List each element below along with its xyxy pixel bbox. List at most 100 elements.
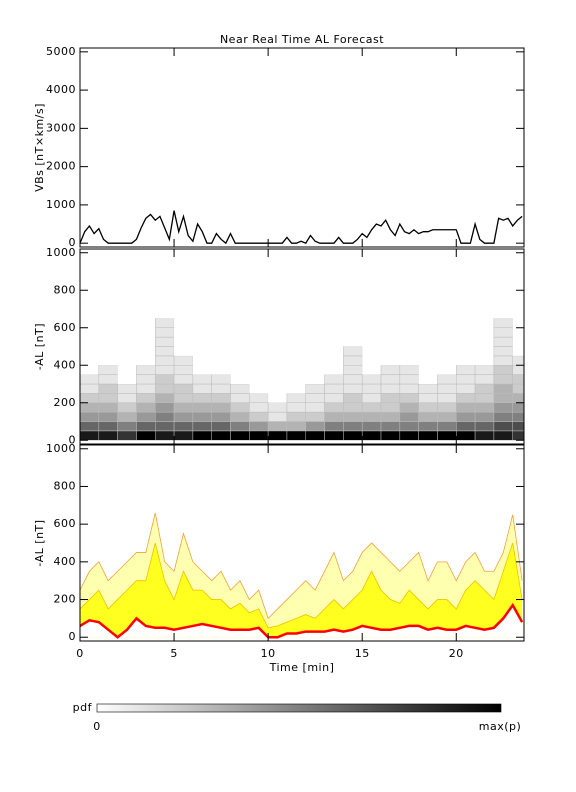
pdf-cell [173,355,194,366]
pdf-cell [286,402,307,413]
pdf-cell [512,393,524,403]
y-tick-label: 1000 [46,198,76,211]
pdf-cell [456,327,476,338]
data-line [80,210,523,245]
pdf-cell [343,309,363,319]
pdf-cell [493,355,513,366]
pdf-cell [80,365,99,375]
pdf-cell [249,384,269,394]
pdf-cell [268,355,287,366]
pdf-cell [192,411,212,422]
pdf-cell [80,327,99,338]
pdf-cell [512,337,524,347]
pdf-cell [305,393,325,403]
pdf-cell [512,309,524,319]
pdf-cell [173,393,194,403]
pdf-cell [249,393,269,403]
pdf-cell [98,309,118,319]
colorbar-max-label: max(p) [479,720,522,733]
pdf-cell [155,383,175,394]
pdf-cell [305,309,325,319]
pdf-cell [211,346,231,356]
pdf-cell [493,346,513,357]
y-tick-label: 800 [54,479,77,492]
pdf-cell [493,365,513,375]
y-axis-label: -AL [nT] [33,519,46,566]
pdf-cell [512,411,524,422]
pdf-cell [249,402,269,413]
band-area [80,605,523,638]
pdf-cell [456,383,476,394]
x-tick-label: 5 [170,647,178,660]
pdf-cell [475,309,494,319]
plot-frame [79,444,525,642]
pdf-cell [136,337,156,347]
pdf-cell [98,374,118,385]
pdf-cell [380,374,401,385]
pdf-cell [305,383,325,394]
pdf-cell [324,327,344,338]
pdf-cell [192,393,212,403]
pdf-cell [305,421,325,432]
pdf-cell [512,327,524,338]
pdf-cell [343,383,363,394]
pdf-cell [211,383,231,394]
pdf-cell [286,309,306,319]
pdf-cell [399,421,419,432]
pdf-cell [117,327,137,338]
pdf-cell [493,309,513,319]
pdf-cell [475,318,494,328]
pdf-cell [474,411,495,422]
pdf-cell [475,346,494,356]
pdf-cell [249,411,269,422]
pdf-cell [211,309,231,319]
pdf-cell [155,346,175,357]
pdf-cell [211,374,231,385]
pdf-cell [399,411,419,422]
pdf-cell [343,365,363,375]
pdf-cell [155,318,175,328]
pdf-cell [211,327,231,338]
pdf-cell [418,346,438,356]
pdf-cell [98,355,118,366]
pdf-cell [399,327,419,338]
pdf-cell [98,411,118,422]
pdf-cell [493,411,513,422]
pdf-cell [343,346,363,357]
pdf-cell [98,402,118,413]
pdf-cell [174,318,193,328]
pdf-cell [324,309,344,319]
pdf-cell [324,402,344,413]
y-tick-label: 600 [54,517,77,530]
pdf-cell [418,365,438,375]
pdf-cell [343,411,363,422]
pdf-cell [230,421,250,432]
pdf-cell [80,346,99,356]
pdf-cell [117,383,137,394]
pdf-cell [399,355,419,366]
pdf-cell [380,383,401,394]
pdf-cell [117,309,137,319]
pdf-cell [173,421,194,432]
pdf-cell [475,327,494,338]
pdf-cell [418,383,438,394]
x-tick-label: 10 [261,647,276,660]
pdf-cell [211,337,231,347]
x-tick-label: 0 [76,647,84,660]
pdf-cell [437,402,457,413]
pdf-cell [249,374,269,384]
pdf-cell [362,337,382,347]
pdf-cell [381,346,400,356]
pdf-cell [324,346,344,356]
pdf-cell [418,421,438,432]
pdf-cell [80,430,100,441]
pdf-cell [437,430,457,441]
pdf-cell [362,327,382,338]
pdf-cell [192,337,212,347]
pdf-cell [230,430,250,441]
pdf-cell [249,430,269,441]
pdf-cell [305,318,325,328]
pdf-cell [418,327,438,338]
pdf-cell [418,355,438,366]
pdf-cell [192,421,212,432]
